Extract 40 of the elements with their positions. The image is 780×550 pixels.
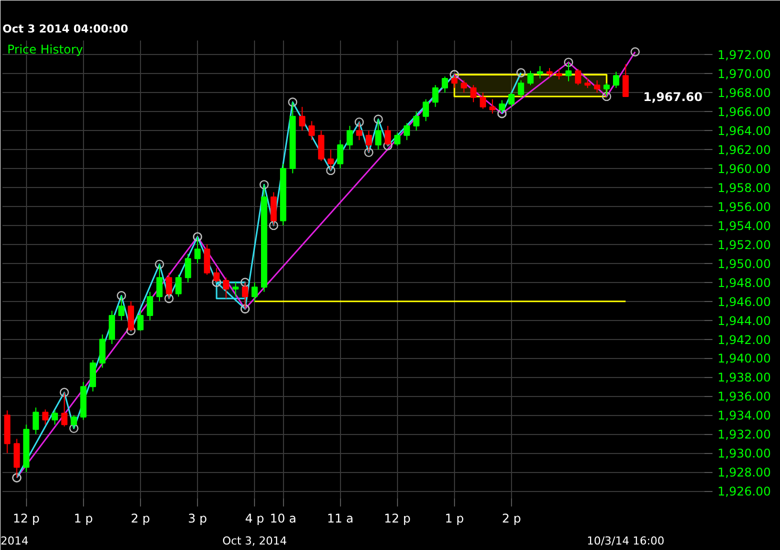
text: 2014 xyxy=(0,534,28,548)
chart-subtitle: Oct 3 2014 04:00:00 xyxy=(2,22,128,36)
text: Oct 3, 2014 xyxy=(222,534,287,548)
y-tick-label: 1,970.00 xyxy=(718,67,771,82)
x-tick-label: 11 a xyxy=(327,512,354,526)
y-tick-label: 1,934.00 xyxy=(718,408,771,423)
y-tick-label: 1,946.00 xyxy=(718,294,771,309)
x-tick-label: 2 p xyxy=(502,512,522,526)
y-tick-label: 1,966.00 xyxy=(718,105,771,120)
y-tick-label: 1,964.00 xyxy=(718,124,771,138)
x-tick-label: 10 a xyxy=(270,512,296,526)
x-tick-label: 1 p xyxy=(74,512,93,526)
annotation: 1,967.60 xyxy=(643,90,703,104)
y-tick-label: 1,954.00 xyxy=(718,218,771,233)
y-tick-label: 1,932.00 xyxy=(718,428,771,442)
y-tick-label: 1,972.00 xyxy=(718,48,771,62)
y-tick-label: 1,928.00 xyxy=(718,466,771,480)
x-tick-label: 1 p xyxy=(444,512,464,526)
y-tick-label: 1,968.00 xyxy=(718,86,771,100)
y-tick-label: 1,952.00 xyxy=(718,238,771,252)
y-tick-label: 1,938.00 xyxy=(718,370,771,385)
y-tick-label: 1,940.00 xyxy=(718,352,771,366)
y-tick-label: 1,944.00 xyxy=(718,314,771,328)
y-tick-label: 1,942.00 xyxy=(718,332,771,347)
y-tick-label: 1,930.00 xyxy=(718,446,771,461)
y-tick-label: 1,958.00 xyxy=(718,181,771,196)
x-tick-label: 12 p xyxy=(384,512,411,526)
y-tick-label: 1,948.00 xyxy=(718,276,771,290)
y-tick-label: 1,950.00 xyxy=(718,256,771,271)
y-tick-label: 1,926.00 xyxy=(718,484,771,499)
y-tick-label: 1,936.00 xyxy=(718,390,771,404)
text: 10/3/14 16:00 xyxy=(586,534,664,548)
x-tick-label: 2 p xyxy=(130,512,150,526)
y-tick-label: 1,960.00 xyxy=(718,162,771,176)
x-tick-label: 3 p xyxy=(188,512,208,526)
x-tick-label: 12 p xyxy=(12,512,40,526)
x-tick-label: 4 p xyxy=(245,512,264,526)
annotation: Price History xyxy=(7,42,84,56)
y-tick-label: 1,956.00 xyxy=(718,200,771,214)
y-tick-label: 1,962.00 xyxy=(718,143,771,158)
